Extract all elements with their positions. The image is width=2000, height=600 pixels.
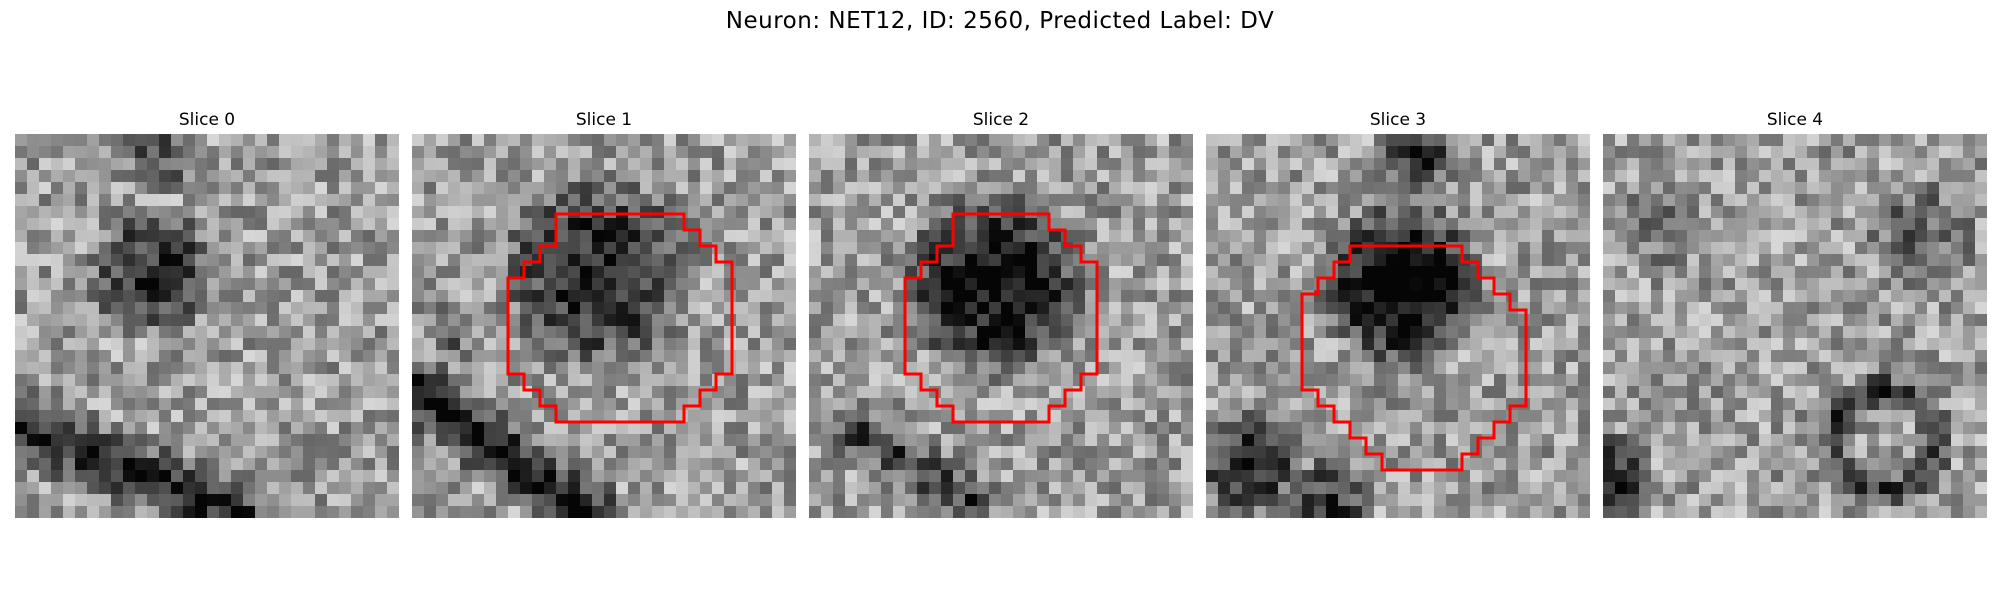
pixel-texture xyxy=(1603,134,1987,518)
pixel-texture xyxy=(15,134,399,518)
slice-panel-3: Slice 3 xyxy=(1206,108,1590,518)
slice-panel-4: Slice 4 xyxy=(1603,108,1987,518)
slice-title: Slice 2 xyxy=(809,108,1193,132)
slice-title: Slice 1 xyxy=(412,108,796,132)
slice-title: Slice 4 xyxy=(1603,108,1987,132)
slice-title: Slice 3 xyxy=(1206,108,1590,132)
slice-panel-0: Slice 0 xyxy=(15,108,399,518)
pixel-texture xyxy=(1206,134,1590,518)
figure-title: Neuron: NET12, ID: 2560, Predicted Label… xyxy=(0,8,2000,34)
slice-image-4 xyxy=(1603,134,1987,518)
slice-panel-2: Slice 2 xyxy=(809,108,1193,518)
slice-image-1 xyxy=(412,134,796,518)
slice-title: Slice 0 xyxy=(15,108,399,132)
pixel-texture xyxy=(412,134,796,518)
slice-image-2 xyxy=(809,134,1193,518)
slice-panel-1: Slice 1 xyxy=(412,108,796,518)
slice-image-0 xyxy=(15,134,399,518)
pixel-texture xyxy=(809,134,1193,518)
slice-image-3 xyxy=(1206,134,1590,518)
